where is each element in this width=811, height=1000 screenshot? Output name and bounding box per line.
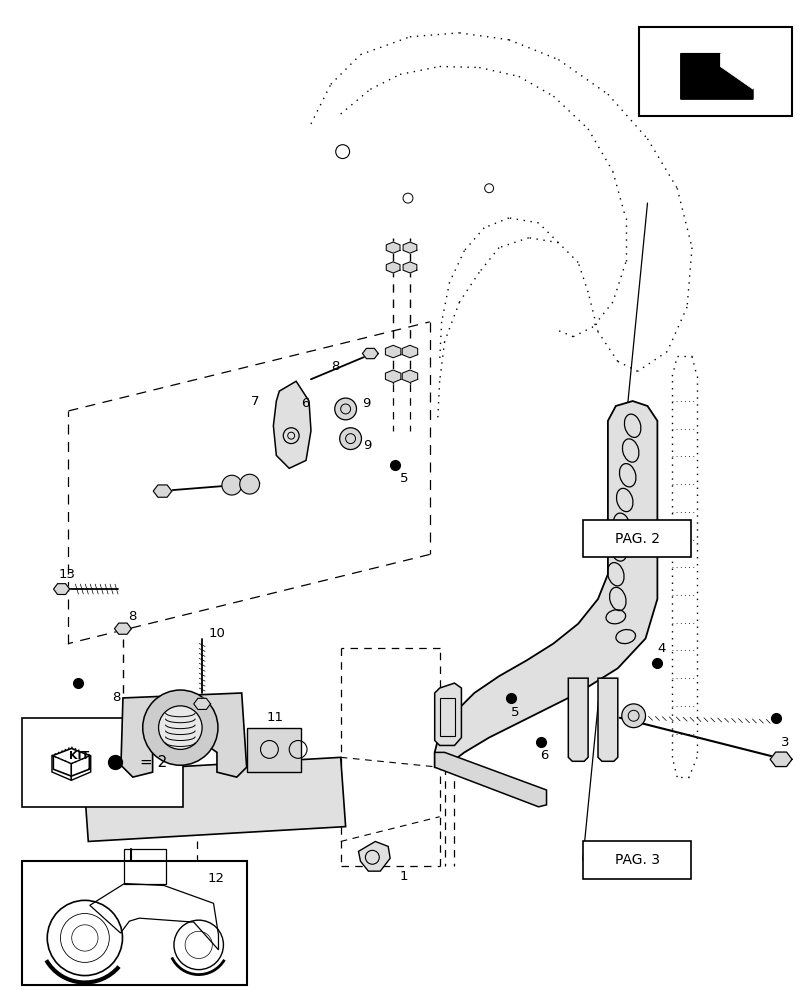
Text: 1: 1: [400, 870, 408, 883]
Polygon shape: [402, 242, 416, 253]
Polygon shape: [358, 841, 389, 871]
Polygon shape: [597, 678, 617, 761]
Polygon shape: [84, 757, 345, 841]
Polygon shape: [568, 678, 587, 761]
Circle shape: [239, 474, 260, 494]
Polygon shape: [386, 242, 400, 253]
Text: 11: 11: [266, 711, 283, 724]
Text: PAG. 2: PAG. 2: [614, 532, 659, 546]
Polygon shape: [402, 262, 416, 273]
Text: 4: 4: [657, 642, 665, 655]
Polygon shape: [434, 401, 657, 767]
Bar: [582, 520, 690, 557]
Polygon shape: [385, 345, 401, 358]
Polygon shape: [114, 623, 131, 634]
Bar: [247, 728, 301, 772]
Bar: [439, 698, 455, 736]
Polygon shape: [434, 683, 461, 745]
Text: 9: 9: [362, 397, 371, 410]
Bar: [638, 27, 791, 116]
Polygon shape: [680, 54, 752, 99]
Polygon shape: [273, 381, 311, 468]
Polygon shape: [54, 584, 70, 594]
Circle shape: [143, 690, 217, 765]
Text: 5: 5: [510, 706, 519, 719]
Polygon shape: [362, 348, 378, 359]
Bar: [582, 841, 690, 879]
Polygon shape: [769, 752, 791, 767]
Text: 6: 6: [540, 749, 548, 762]
Text: 3: 3: [780, 736, 788, 749]
Polygon shape: [434, 752, 546, 807]
Text: 7: 7: [251, 395, 260, 408]
Polygon shape: [385, 370, 401, 383]
Bar: [124, 849, 165, 884]
Circle shape: [334, 398, 356, 420]
Polygon shape: [153, 485, 172, 497]
Circle shape: [221, 475, 242, 495]
Polygon shape: [121, 693, 247, 777]
Polygon shape: [401, 370, 417, 383]
Text: 10: 10: [208, 627, 225, 640]
Polygon shape: [401, 345, 417, 358]
Text: 8: 8: [330, 360, 339, 373]
Circle shape: [158, 706, 202, 749]
Bar: [22, 861, 247, 985]
Text: KIT: KIT: [69, 751, 89, 761]
Text: 13: 13: [58, 568, 75, 581]
Polygon shape: [386, 262, 400, 273]
Text: 9: 9: [363, 439, 371, 452]
Text: PAG. 3: PAG. 3: [614, 853, 659, 867]
Text: 5: 5: [400, 472, 408, 485]
Text: 8: 8: [113, 691, 121, 704]
Text: = 2: = 2: [139, 755, 167, 770]
Circle shape: [339, 428, 361, 450]
Text: 12: 12: [207, 872, 224, 885]
Circle shape: [621, 704, 645, 728]
Text: 8: 8: [127, 610, 136, 623]
Bar: [22, 718, 182, 807]
Polygon shape: [719, 54, 752, 89]
Text: 6: 6: [301, 397, 309, 410]
Polygon shape: [194, 698, 210, 709]
